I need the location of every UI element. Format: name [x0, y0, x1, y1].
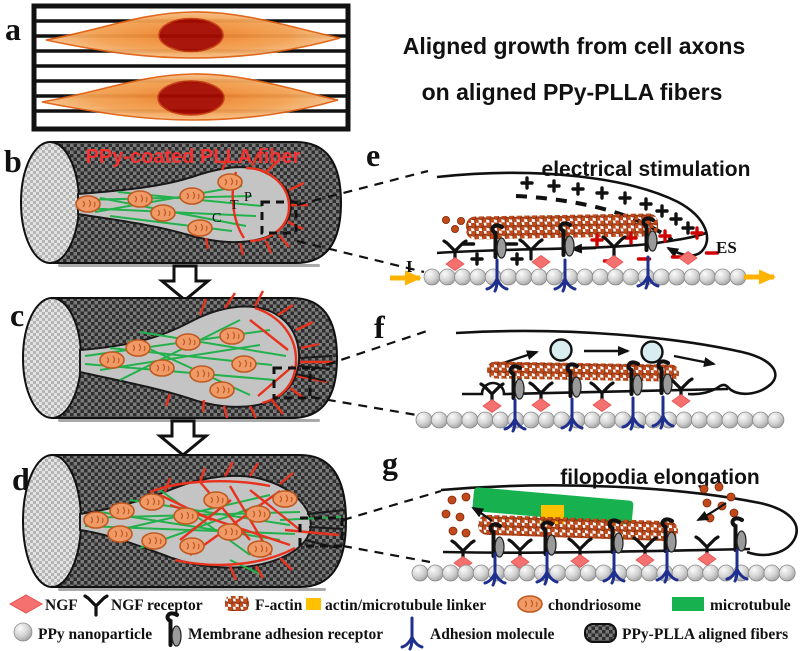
fiber-caption: PPy-coated PLLA fiber: [86, 146, 301, 168]
zone-central-label: C: [212, 211, 221, 226]
arrow-c-to-d: [158, 419, 208, 457]
cell-1: [45, 11, 341, 59]
panel-c: c: [10, 290, 453, 457]
legend-label: PPy-PLLA aligned fibers: [622, 626, 788, 643]
zone-peripheral-label: P: [244, 190, 252, 205]
legend-label: NGF: [45, 597, 78, 614]
polymerization-arrow-right: [696, 502, 727, 521]
f-actin-mesh-b: [204, 153, 308, 256]
panel-d-letter: d: [12, 461, 30, 497]
cell-2-nucleus: [157, 80, 225, 116]
panel-c-letter: c: [10, 297, 24, 333]
inner-membrane-dashed: [515, 194, 674, 242]
zoom-box-b: [260, 200, 298, 235]
f-actin-icon: [225, 596, 249, 611]
zone-transition-label: T: [230, 198, 239, 213]
arrow-b-to-c: [160, 264, 210, 302]
legend-label: actin/microtubule linker: [325, 597, 486, 614]
legend-label: Membrane adhesion receptor: [188, 626, 383, 643]
legend-label: Adhesion molecule: [430, 626, 555, 643]
actin-microtubule-linker-icon: [306, 598, 321, 610]
zoom-box-c: [272, 366, 312, 400]
membrane-charges-black: [460, 242, 524, 266]
vesicle-1: [549, 338, 573, 362]
panel-g-letter: g: [382, 445, 398, 481]
cell-1-nucleus: [158, 17, 224, 53]
growth-cone-b: C T P: [75, 153, 308, 256]
zoom-box-d: [298, 516, 344, 548]
nanoparticle-row-e: [423, 268, 747, 286]
panel-a: a: [5, 3, 351, 132]
es-label: ES: [716, 238, 737, 257]
filopodia-d: [304, 509, 346, 549]
connector-b-e: [296, 169, 429, 274]
panel-b-letter: b: [4, 143, 22, 179]
panel-f: f: [374, 309, 785, 433]
panel-d: d: [12, 454, 442, 591]
retrograde-arrow-e: [570, 243, 597, 254]
ppy-plla-fibers-icon: [584, 623, 617, 643]
legend-label: NGF receptor: [111, 597, 203, 614]
panel-a-letter: a: [5, 11, 21, 47]
growth-cone-d: [79, 461, 346, 581]
nanoparticle-row-f: [415, 411, 785, 429]
electrical-stimulation-caption: electrical stimulation: [542, 158, 751, 181]
legend-row-1: NGF NGF receptor F-actin actin/microtubu…: [8, 594, 791, 617]
panel-b: b PPy-coated PLLA fiber: [4, 141, 429, 302]
header-title-line1: Aligned growth from cell axons: [403, 33, 745, 59]
f-actin-mesh-c: [164, 290, 334, 419]
panel-f-letter: f: [374, 309, 385, 345]
chondriosome-icon: [517, 595, 543, 613]
legend-label: PPy nanoparticle: [38, 626, 152, 643]
loose-actin-dots-e: [441, 215, 465, 233]
adhesion-molecule-icon: [400, 616, 424, 651]
fiber-end-cap-b: [20, 141, 80, 264]
vesicle-2: [640, 340, 664, 364]
fiber-end-cap-c: [22, 297, 82, 419]
connector-d-g: [342, 489, 442, 564]
growth-cone-c: [79, 290, 334, 419]
legend-row-2: PPy nanoparticle Membrane adhesion recep…: [13, 611, 788, 651]
growth-cone-membrane-g: [440, 484, 798, 557]
fiber-end-cap-d: [22, 454, 82, 588]
legend-label: chondriosome: [548, 597, 641, 614]
growth-cone-membrane-f: [455, 329, 777, 396]
panel-e-letter: e: [366, 137, 380, 173]
cell-2: [41, 73, 339, 121]
legend: NGF NGF receptor F-actin actin/microtubu…: [8, 594, 791, 651]
panel-e: e electrical stimulation: [366, 137, 776, 293]
actin-monomers-left: [441, 492, 471, 538]
microtubule-icon: [672, 597, 704, 611]
membrane-adhesion-receptor-icon: [165, 611, 183, 648]
membrane-line-g: [442, 547, 751, 554]
current-label: I: [406, 257, 413, 276]
ngf-receptor-icon: [83, 594, 109, 617]
f-actin-bundle-g: [478, 514, 678, 542]
header: Aligned growth from cell axons on aligne…: [403, 33, 745, 105]
ngf-diamond-icon: [8, 594, 44, 614]
membrane-line-e: [436, 231, 707, 255]
legend-label: microtubule: [710, 597, 791, 614]
fiber-shadow: [58, 588, 326, 591]
filopodia-elongation-caption: filopodia elongation: [560, 466, 759, 489]
panel-g: g filopodia elongation: [382, 445, 798, 587]
membrane-line-f: [462, 381, 729, 396]
header-title-line2: on aligned PPy-PLLA fibers: [422, 79, 723, 105]
ppy-nanoparticle-icon: [13, 622, 33, 642]
depolymerization-arrow-left: [471, 507, 493, 522]
legend-label: F-actin: [255, 597, 303, 614]
